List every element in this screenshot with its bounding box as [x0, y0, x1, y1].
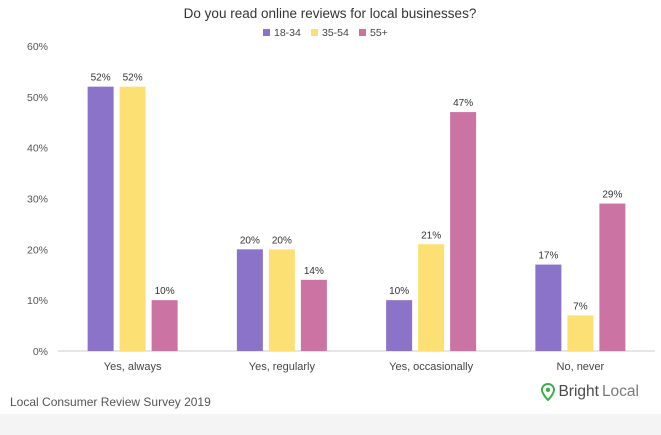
- legend-swatch: [263, 29, 270, 36]
- y-tick-label: 60%: [27, 41, 48, 53]
- legend-swatch: [359, 29, 366, 36]
- data-label: 10%: [155, 286, 175, 297]
- category-label: No, never: [557, 361, 605, 373]
- data-label: 21%: [421, 230, 441, 241]
- map-pin-icon: [541, 383, 556, 401]
- bar: [386, 300, 413, 351]
- legend: 18-34 35-54 55+: [263, 27, 388, 39]
- bar: [151, 300, 178, 351]
- bar: [599, 203, 626, 351]
- bar: [418, 244, 445, 351]
- bar: [87, 86, 114, 352]
- legend-label: 18-34: [274, 27, 301, 39]
- bars: [87, 86, 626, 352]
- data-label: 14%: [304, 266, 324, 277]
- data-label: 20%: [272, 235, 292, 246]
- bar: [535, 264, 562, 351]
- bar: [236, 249, 263, 351]
- y-tick-label: 20%: [27, 244, 48, 256]
- category-label: Yes, always: [104, 361, 162, 373]
- y-tick-label: 50%: [27, 92, 48, 104]
- data-label: 52%: [123, 73, 143, 84]
- legend-label: 55+: [370, 27, 388, 39]
- bar: [300, 279, 327, 351]
- source-note: Local Consumer Review Survey 2019: [10, 395, 211, 409]
- data-label: 10%: [389, 286, 409, 297]
- category-label: Yes, regularly: [249, 361, 316, 373]
- data-label: 17%: [538, 251, 558, 262]
- data-label: 7%: [573, 301, 588, 312]
- data-label: 29%: [602, 190, 622, 201]
- legend-swatch: [311, 29, 318, 36]
- data-label: 47%: [453, 98, 473, 109]
- bar: [119, 86, 146, 352]
- brand-name-local: Local: [601, 383, 639, 400]
- data-label: 20%: [240, 235, 260, 246]
- category-labels: Yes, always Yes, regularly Yes, occasional…: [104, 361, 605, 373]
- bar: [450, 112, 477, 351]
- data-label: 52%: [91, 73, 111, 84]
- bar: [268, 249, 295, 351]
- legend-label: 35-54: [322, 27, 349, 39]
- brand-name-bright: Bright: [558, 383, 599, 400]
- footer-bar: [0, 414, 661, 435]
- category-label: Yes, occasionally: [389, 361, 473, 373]
- y-axis: 0% 10% 20% 30% 40% 50% 60%: [27, 41, 48, 358]
- data-labels: 52% 52% 10% 20% 20% 14% 10% 21% 47% 17% 7% 29%: [91, 73, 623, 313]
- bar: [567, 315, 594, 351]
- y-tick-label: 40%: [27, 143, 48, 155]
- chart-title: Do you read online reviews for local bus…: [184, 6, 477, 21]
- y-tick-label: 30%: [27, 194, 48, 206]
- y-tick-label: 10%: [27, 295, 48, 307]
- brand-logo: Bright Local: [541, 383, 639, 401]
- y-tick-label: 0%: [33, 346, 48, 358]
